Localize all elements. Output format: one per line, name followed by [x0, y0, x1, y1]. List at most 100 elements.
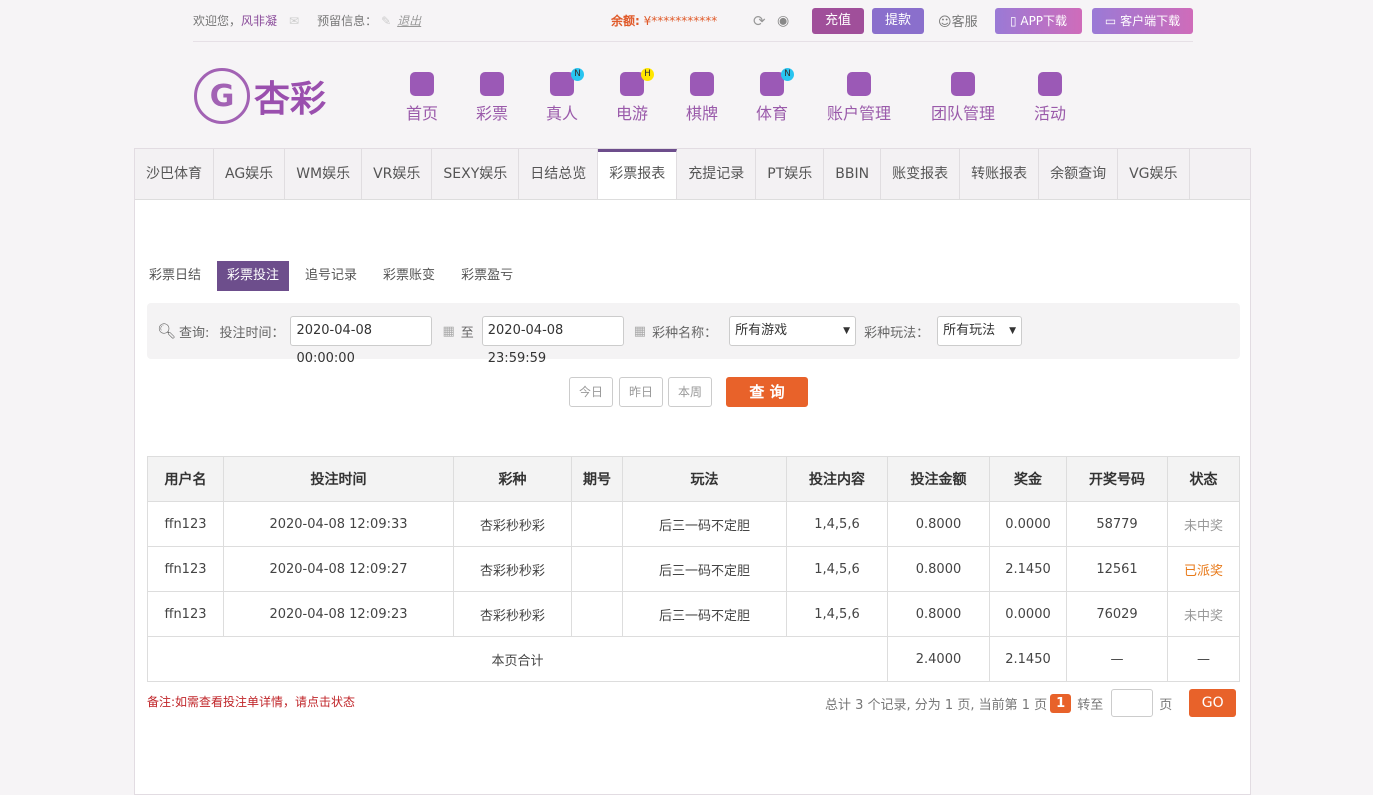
- tab[interactable]: 日结总览: [519, 149, 599, 199]
- column-header: 用户名: [147, 456, 224, 502]
- page-unit: 页: [1159, 697, 1173, 713]
- bet-table: 用户名 投注时间 彩种 期号 玩法 投注内容 投注金额 奖金 开奖号码 状态 ffn123 2020…: [147, 456, 1240, 682]
- welcome-text: 欢迎您，: [193, 14, 242, 28]
- table-cell: 2020-04-08 12:09:23: [223, 591, 454, 637]
- table-cell: 76029: [1066, 591, 1168, 637]
- table-cell[interactable]: 已派奖: [1167, 546, 1240, 592]
- eye-icon[interactable]: ◉: [777, 12, 790, 29]
- chevron-down-icon: ▼: [843, 326, 851, 336]
- client-download-button[interactable]: ▭ 客户端下载: [1092, 8, 1193, 34]
- play-select[interactable]: 所有玩法 ▼: [937, 316, 1023, 346]
- phone-icon: ▯: [1009, 14, 1021, 28]
- play-label: 彩种玩法：: [864, 325, 930, 341]
- logo[interactable]: G 杏彩: [194, 66, 344, 126]
- logout-link[interactable]: 退出: [397, 14, 422, 28]
- calendar-icon[interactable]: ▦: [633, 323, 647, 339]
- tab[interactable]: AG娱乐: [214, 149, 286, 199]
- table-cell: 1,4,5,6: [786, 546, 888, 592]
- table-cell: 2.1450: [989, 546, 1067, 592]
- search-button[interactable]: 查 询: [726, 377, 808, 407]
- sub-tab[interactable]: 彩票盈亏: [461, 268, 514, 283]
- table-cell: [571, 501, 623, 547]
- table-cell: 后三一码不定胆: [622, 501, 787, 547]
- nav-icon: [950, 72, 975, 96]
- table-cell: [571, 591, 623, 637]
- table-cell: [571, 546, 623, 592]
- nav-item[interactable]: N 体育: [756, 68, 794, 124]
- mail-icon[interactable]: ✉: [289, 13, 300, 28]
- service-icon: ☺: [938, 15, 952, 30]
- calendar-icon[interactable]: ▦: [442, 323, 455, 339]
- game-select[interactable]: 所有游戏 ▼: [729, 316, 857, 346]
- filter-bar: 🔍︎ 查询: 投注时间： 2020-04-08 00:00:00 ▦ 至 202…: [147, 303, 1240, 366]
- current-page[interactable]: 1: [1050, 693, 1072, 713]
- table-cell: 0.8000: [887, 501, 990, 547]
- service-link[interactable]: ☺客服: [938, 15, 978, 30]
- table-cell: ffn123: [147, 501, 224, 547]
- report-panel: 沙巴体育 AG娱乐 WM娱乐 VR娱乐 SEXY娱乐 日结总览 彩票报表 充提记录 PT娱乐 BB…: [134, 148, 1251, 795]
- nav-icon: [479, 72, 504, 96]
- tab[interactable]: BBIN: [824, 149, 882, 199]
- sub-tab[interactable]: 追号记录: [305, 268, 358, 283]
- table-row: ffn123 2020-04-08 12:09:33 杏彩秒秒彩 后三一码不定胆 1,4…: [147, 501, 1240, 547]
- nav-item[interactable]: 首页: [406, 72, 438, 124]
- tab[interactable]: 充提记录: [677, 149, 757, 199]
- tab[interactable]: PT娱乐: [756, 149, 825, 199]
- nav-item[interactable]: H 电游: [616, 68, 654, 124]
- tab[interactable]: 转账报表: [960, 149, 1040, 199]
- tab[interactable]: 沙巴体育: [135, 149, 214, 199]
- goto-label: 转至: [1077, 697, 1104, 713]
- column-header: 投注金额: [887, 456, 990, 502]
- table-cell: 0.8000: [887, 546, 990, 592]
- total-row: 本页合计 2.4000 2.1450— —: [147, 636, 1240, 682]
- table-row: ffn123 2020-04-08 12:09:27 杏彩秒秒彩 后三一码不定胆 1,4…: [147, 546, 1240, 592]
- nav-item[interactable]: 账户管理: [827, 72, 891, 124]
- tab[interactable]: 彩票报表: [598, 149, 678, 199]
- nav-item[interactable]: 团队管理: [931, 72, 995, 124]
- nav-item[interactable]: 棋牌: [686, 72, 718, 124]
- sub-tab[interactable]: 彩票账变: [383, 268, 436, 283]
- top-bar: 欢迎您， 风非凝 ✉ 预留信息： ✎ 退出 余额: ¥*********** ⟳…: [193, 0, 1193, 42]
- tab[interactable]: 账变报表: [881, 149, 961, 199]
- yesterday-button[interactable]: 昨日: [619, 377, 663, 407]
- sub-tab[interactable]: 彩票日结: [149, 268, 202, 283]
- sub-tab[interactable]: 彩票投注: [217, 261, 290, 291]
- recharge-button[interactable]: 充值: [812, 8, 864, 34]
- refresh-icon[interactable]: ⟳: [753, 11, 766, 30]
- column-header: 玩法: [622, 456, 787, 502]
- go-button[interactable]: GO: [1189, 689, 1237, 717]
- table-cell: 杏彩秒秒彩: [453, 501, 572, 547]
- column-header: 奖金: [989, 456, 1067, 502]
- edit-icon[interactable]: ✎: [381, 13, 392, 28]
- tab[interactable]: SEXY娱乐: [432, 149, 520, 199]
- table-cell: 58779: [1066, 501, 1168, 547]
- withdraw-button[interactable]: 提款: [872, 8, 924, 34]
- tab[interactable]: VG娱乐: [1118, 149, 1190, 199]
- nav-item[interactable]: 彩票: [476, 72, 508, 124]
- page-input[interactable]: [1111, 689, 1154, 717]
- nav-icon: N: [759, 68, 794, 96]
- today-button[interactable]: 今日: [569, 377, 613, 407]
- tab[interactable]: WM娱乐: [285, 149, 363, 199]
- table-cell: ffn123: [147, 546, 224, 592]
- column-header: 投注时间: [223, 456, 454, 502]
- nav-item[interactable]: 活动: [1034, 72, 1066, 124]
- tab[interactable]: 余额查询: [1039, 149, 1119, 199]
- monitor-icon: ▭: [1104, 14, 1121, 28]
- table-cell[interactable]: 未中奖: [1167, 501, 1240, 547]
- reserved-label: 预留信息：: [317, 14, 378, 28]
- week-button[interactable]: 本周: [668, 377, 712, 407]
- table-cell: 后三一码不定胆: [622, 546, 787, 592]
- table-cell: 12561: [1066, 546, 1168, 592]
- username[interactable]: 风非凝: [241, 14, 278, 28]
- tab[interactable]: VR娱乐: [362, 149, 433, 199]
- end-time-input[interactable]: 2020-04-08 23:59:59: [481, 316, 624, 366]
- sub-tabs: 彩票日结 彩票投注 追号记录 彩票账变 彩票盈亏: [139, 261, 529, 291]
- column-header: 投注内容: [786, 456, 888, 502]
- app-download-button[interactable]: ▯ APP下载: [995, 8, 1082, 34]
- nav-item[interactable]: N 真人: [546, 68, 584, 124]
- start-time-input[interactable]: 2020-04-08 00:00:00: [290, 316, 433, 366]
- table-cell: 0.8000: [887, 591, 990, 637]
- table-cell: 0.0000: [989, 501, 1067, 547]
- table-cell[interactable]: 未中奖: [1167, 591, 1240, 637]
